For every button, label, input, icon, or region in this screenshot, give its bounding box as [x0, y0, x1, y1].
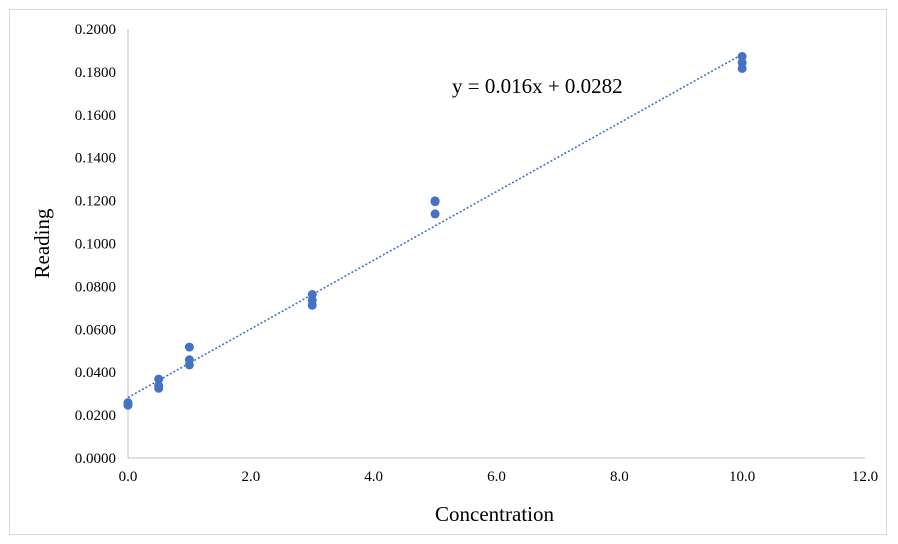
data-point	[430, 196, 440, 206]
data-point	[307, 290, 317, 300]
y-axis-title: Reading	[30, 208, 54, 278]
x-tick-label: 2.0	[241, 469, 260, 485]
x-tick-label: 8.0	[610, 469, 629, 485]
y-tick-label: 0.1800	[75, 65, 116, 81]
y-tick-label: 0.0200	[75, 408, 116, 424]
y-tick-label: 0.1600	[75, 108, 116, 124]
trendline	[127, 53, 743, 399]
data-point	[430, 209, 440, 219]
y-tick-label: 0.0600	[75, 322, 116, 338]
data-point	[184, 342, 194, 352]
y-tick-label: 0.2000	[75, 22, 116, 38]
y-tick-label: 0.1400	[75, 151, 116, 167]
data-point	[737, 58, 747, 68]
data-point	[123, 398, 133, 408]
y-tick-label: 0.0400	[75, 365, 116, 381]
y-tick-label: 0.1200	[75, 194, 116, 210]
data-point	[154, 381, 164, 391]
chart-frame	[9, 9, 887, 535]
x-tick-label: 6.0	[487, 469, 506, 485]
y-tick-labels: 0.0000 0.0200 0.0400 0.0600 0.0800 0.1000 0.12…	[75, 22, 116, 467]
data-point	[737, 51, 747, 61]
data-points	[123, 51, 747, 410]
x-axis-title: Concentration	[435, 502, 554, 526]
data-point	[184, 355, 194, 365]
x-tick-labels: 0.0 2.0 4.0 6.0 8.0 10.0 12.0	[119, 469, 879, 485]
y-tick-label: 0.0800	[75, 279, 116, 295]
y-tick-label: 0.1000	[75, 237, 116, 253]
x-tick-label: 0.0	[119, 469, 138, 485]
data-point	[154, 374, 164, 384]
x-tick-label: 10.0	[729, 469, 755, 485]
x-tick-label: 12.0	[852, 469, 878, 485]
trendline-equation: y = 0.016x + 0.0282	[452, 74, 623, 98]
y-tick-label: 0.0000	[75, 451, 116, 467]
x-tick-label: 4.0	[364, 469, 383, 485]
